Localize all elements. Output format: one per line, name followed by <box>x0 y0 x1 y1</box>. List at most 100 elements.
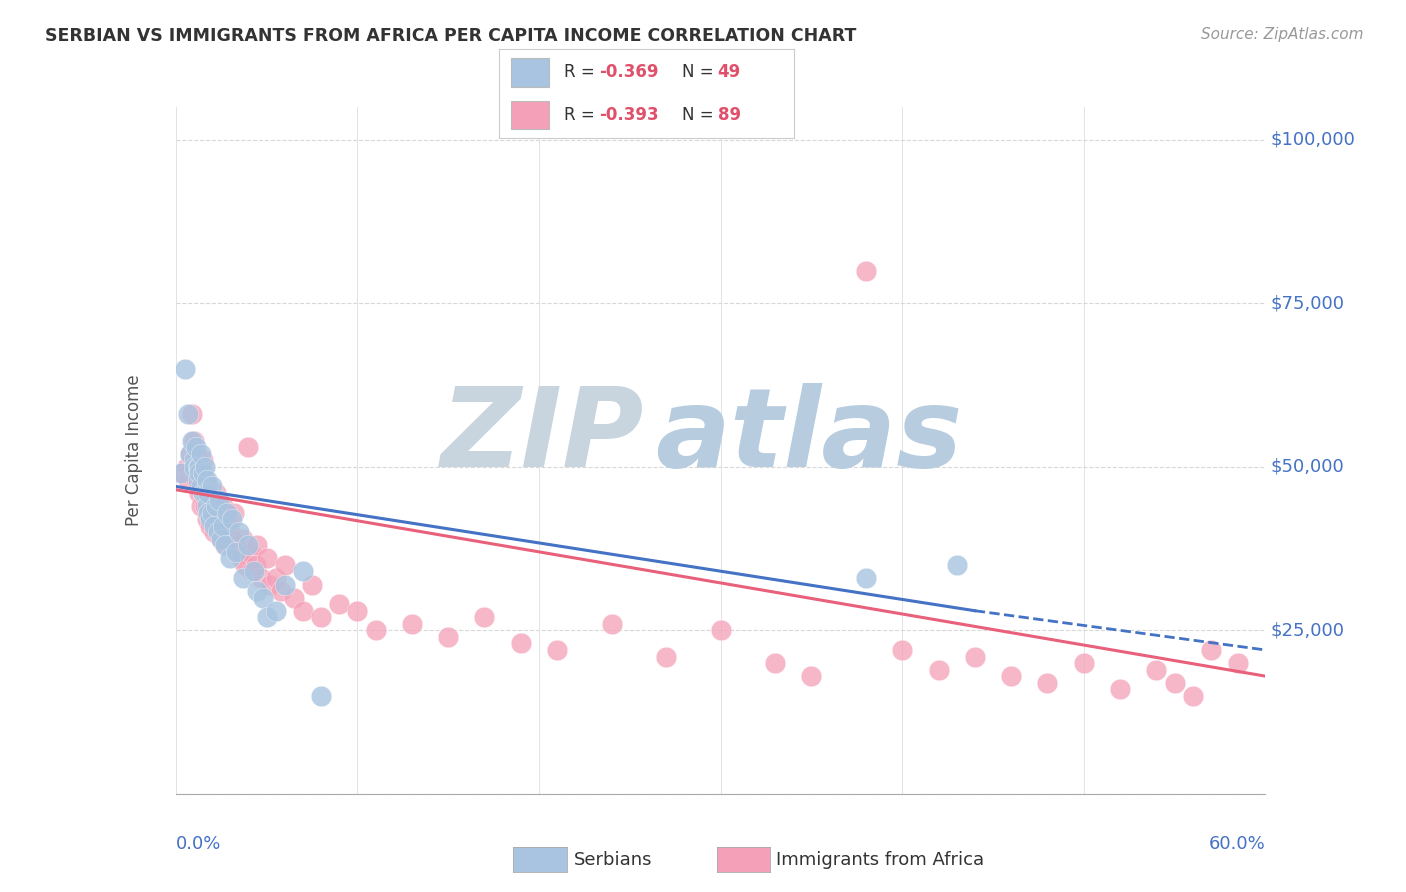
Point <box>191 486 214 500</box>
Point <box>188 467 211 481</box>
Point <box>190 479 212 493</box>
Point <box>209 532 232 546</box>
Text: $75,000: $75,000 <box>1271 294 1346 312</box>
Point <box>190 479 212 493</box>
Point <box>209 532 232 546</box>
Point <box>274 558 297 572</box>
Point <box>208 525 231 540</box>
Point <box>186 479 209 493</box>
Point <box>179 447 201 461</box>
Point <box>1109 682 1132 697</box>
FancyBboxPatch shape <box>510 58 550 87</box>
Point <box>763 656 786 670</box>
Point <box>194 473 217 487</box>
Point <box>176 459 198 474</box>
Point <box>231 551 253 566</box>
Point <box>437 630 460 644</box>
Point <box>1199 643 1222 657</box>
Point <box>212 518 235 533</box>
Point <box>855 263 877 277</box>
Point <box>1000 669 1022 683</box>
Point <box>364 624 387 638</box>
Point <box>197 506 219 520</box>
Point <box>232 532 254 546</box>
Point <box>250 571 273 585</box>
Point <box>238 440 260 454</box>
Point <box>221 512 243 526</box>
Point <box>226 545 249 559</box>
Point <box>214 538 236 552</box>
Point <box>301 577 323 591</box>
Point <box>238 538 260 552</box>
Point <box>246 584 269 599</box>
Point <box>200 492 222 507</box>
Point <box>1073 656 1095 670</box>
Point <box>256 610 278 624</box>
Point <box>1036 675 1059 690</box>
Point <box>194 486 217 500</box>
Text: $50,000: $50,000 <box>1271 458 1344 475</box>
Point <box>184 459 207 474</box>
Point <box>855 571 877 585</box>
Point <box>184 440 207 454</box>
Point <box>195 473 218 487</box>
Point <box>222 506 245 520</box>
Point <box>474 610 496 624</box>
Point <box>179 447 201 461</box>
Text: 49: 49 <box>717 63 741 81</box>
Point <box>188 459 211 474</box>
Point <box>274 577 297 591</box>
Point <box>309 610 332 624</box>
Point <box>239 545 262 559</box>
Point <box>246 538 269 552</box>
Text: atlas: atlas <box>655 384 963 491</box>
Text: SERBIAN VS IMMIGRANTS FROM AFRICA PER CAPITA INCOME CORRELATION CHART: SERBIAN VS IMMIGRANTS FROM AFRICA PER CA… <box>45 27 856 45</box>
Point <box>190 447 212 461</box>
Point <box>509 636 531 650</box>
Point <box>928 663 950 677</box>
Point <box>197 486 219 500</box>
Point <box>225 545 247 559</box>
Point <box>800 669 823 683</box>
Point <box>217 518 239 533</box>
Point <box>195 512 218 526</box>
Point <box>219 551 242 566</box>
Point <box>291 565 314 579</box>
Point <box>200 518 222 533</box>
Point <box>170 467 193 481</box>
Point <box>328 597 350 611</box>
Point <box>177 408 200 422</box>
Point <box>191 486 214 500</box>
Point <box>191 453 214 467</box>
Point <box>183 467 205 481</box>
Text: Serbians: Serbians <box>574 851 652 869</box>
Text: 60.0%: 60.0% <box>1209 835 1265 853</box>
Text: R =: R = <box>564 106 600 124</box>
Point <box>1227 656 1250 670</box>
Point <box>177 473 200 487</box>
Point <box>283 591 305 605</box>
Text: R =: R = <box>564 63 600 81</box>
Point <box>546 643 568 657</box>
Point <box>215 506 238 520</box>
Point <box>600 616 623 631</box>
Point <box>201 479 224 493</box>
Point <box>202 525 225 540</box>
Point <box>232 571 254 585</box>
Text: $100,000: $100,000 <box>1271 131 1355 149</box>
Point <box>710 624 733 638</box>
Text: -0.369: -0.369 <box>599 63 659 81</box>
Point <box>1181 689 1204 703</box>
Point <box>214 538 236 552</box>
Point <box>228 545 250 559</box>
Point <box>207 525 229 540</box>
Point <box>186 473 209 487</box>
Point <box>188 467 211 481</box>
Point <box>183 453 205 467</box>
Text: $25,000: $25,000 <box>1271 622 1346 640</box>
Point <box>243 565 266 579</box>
Point <box>183 459 205 474</box>
Point <box>202 506 225 520</box>
Point <box>197 486 219 500</box>
Point <box>188 486 211 500</box>
